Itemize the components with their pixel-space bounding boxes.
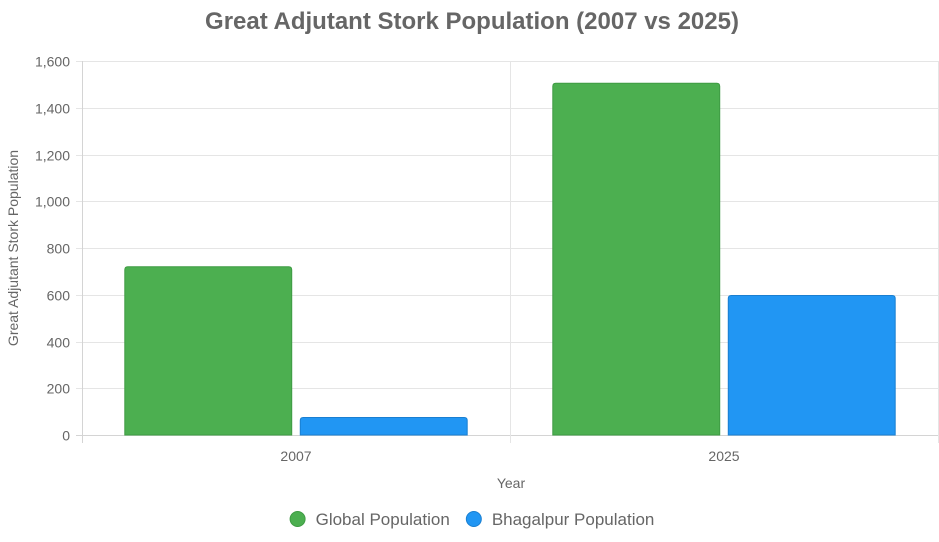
x-axis-title: Year <box>497 475 526 491</box>
legend-swatch <box>289 511 306 527</box>
y-tick-label: 400 <box>47 335 71 351</box>
y-tick-label: 1,600 <box>35 54 70 70</box>
bar-global-2025[interactable] <box>552 82 721 436</box>
x-tick-label: 2025 <box>708 448 739 464</box>
y-tick-label: 0 <box>62 428 70 444</box>
y-tick-label: 1,000 <box>35 194 70 210</box>
legend-item-bhagalpur[interactable]: Bhagalpur Population <box>465 510 655 529</box>
x-tick-label: 2007 <box>280 448 311 464</box>
y-tick-label: 600 <box>47 288 71 304</box>
bar-bhagalpur-2007[interactable] <box>299 416 468 436</box>
x-axis-ticks: 2007 2025 <box>280 448 739 464</box>
y-tick-label: 800 <box>47 241 71 257</box>
bar-bhagalpur-2025[interactable] <box>727 294 896 436</box>
bars <box>124 82 896 436</box>
y-tick-label: 1,200 <box>35 148 70 164</box>
legend-label: Global Population <box>316 510 450 529</box>
legend-swatch <box>465 511 482 527</box>
y-axis-ticks: 0 200 400 600 800 1,000 1,200 1,400 1,600 <box>35 54 70 444</box>
legend: Global Population Bhagalpur Population <box>289 510 655 529</box>
y-axis-title: Great Adjutant Stork Population <box>5 150 21 346</box>
legend-label: Bhagalpur Population <box>492 510 655 529</box>
bar-global-2007[interactable] <box>124 266 293 436</box>
legend-item-global[interactable]: Global Population <box>289 510 450 529</box>
chart-title: Great Adjutant Stork Population (2007 vs… <box>205 8 739 35</box>
y-tick-label: 200 <box>47 381 71 397</box>
y-tick-label: 1,400 <box>35 101 70 117</box>
